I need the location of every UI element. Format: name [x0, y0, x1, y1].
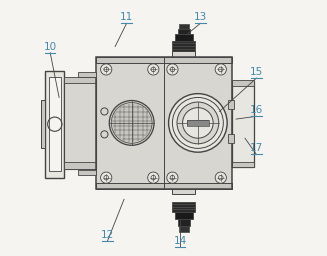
Circle shape [182, 108, 213, 138]
Bar [78, 72, 96, 77]
Bar [232, 81, 254, 167]
Bar [41, 100, 45, 148]
Bar [64, 80, 96, 169]
Circle shape [167, 172, 178, 183]
Bar [187, 120, 209, 126]
Bar [96, 57, 232, 189]
Text: 14: 14 [173, 236, 187, 246]
Bar [172, 51, 195, 57]
Bar [172, 202, 195, 212]
Bar [78, 170, 96, 175]
Circle shape [111, 103, 152, 143]
Bar [96, 183, 232, 189]
Bar [179, 24, 189, 29]
Bar [64, 77, 96, 83]
Bar [49, 77, 61, 171]
Bar [172, 41, 195, 51]
Bar [229, 134, 234, 143]
Bar [96, 57, 232, 189]
Circle shape [148, 172, 159, 183]
Circle shape [167, 64, 178, 75]
Bar [64, 162, 96, 169]
Bar [175, 212, 193, 219]
Bar [172, 189, 195, 194]
Text: 10: 10 [43, 41, 57, 51]
Circle shape [148, 64, 159, 75]
Text: 17: 17 [250, 143, 263, 153]
Circle shape [109, 101, 154, 145]
Circle shape [101, 64, 112, 75]
Circle shape [177, 102, 219, 144]
Bar [178, 219, 190, 226]
Bar [179, 226, 189, 232]
Bar [232, 80, 254, 86]
Bar [96, 57, 232, 63]
Text: 11: 11 [120, 12, 133, 22]
Bar [175, 34, 193, 41]
Text: 13: 13 [194, 12, 207, 22]
Bar [232, 162, 254, 167]
Bar [187, 120, 209, 126]
Circle shape [215, 172, 226, 183]
Bar [45, 71, 64, 178]
Circle shape [215, 64, 226, 75]
Bar [178, 29, 190, 34]
Text: 12: 12 [101, 230, 114, 240]
Circle shape [101, 172, 112, 183]
Text: 15: 15 [250, 67, 263, 77]
Text: 16: 16 [250, 105, 263, 115]
Circle shape [169, 94, 227, 152]
Bar [229, 100, 234, 109]
